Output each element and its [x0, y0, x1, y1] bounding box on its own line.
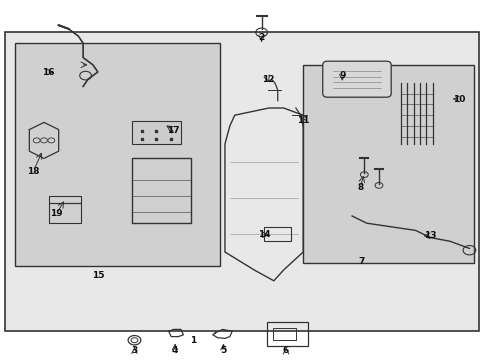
- Text: 6: 6: [283, 346, 288, 355]
- Bar: [132, 158, 190, 223]
- Text: 19: 19: [50, 209, 63, 217]
- Text: 5: 5: [220, 346, 226, 355]
- FancyBboxPatch shape: [322, 61, 390, 97]
- Text: 16: 16: [41, 68, 54, 77]
- Text: 15: 15: [91, 271, 104, 280]
- Text: 11: 11: [296, 116, 309, 125]
- Text: 12: 12: [261, 75, 274, 84]
- Bar: [5, 32, 478, 331]
- Text: 2: 2: [258, 33, 264, 42]
- Text: 9: 9: [338, 71, 345, 80]
- Bar: [264, 227, 290, 241]
- Bar: [15, 43, 220, 266]
- Bar: [49, 196, 81, 203]
- Text: 10: 10: [452, 95, 465, 104]
- Bar: [272, 328, 296, 340]
- Text: 7: 7: [358, 256, 365, 266]
- Bar: [49, 203, 81, 223]
- Text: 17: 17: [167, 126, 180, 135]
- Text: 1: 1: [190, 336, 196, 345]
- Text: 18: 18: [27, 167, 40, 176]
- Text: 4: 4: [171, 346, 178, 355]
- Bar: [132, 121, 181, 144]
- Text: 14: 14: [257, 230, 270, 239]
- Bar: [266, 322, 307, 346]
- Text: 3: 3: [131, 346, 137, 355]
- Text: 13: 13: [423, 231, 436, 240]
- Text: 8: 8: [357, 183, 363, 192]
- Bar: [303, 65, 473, 263]
